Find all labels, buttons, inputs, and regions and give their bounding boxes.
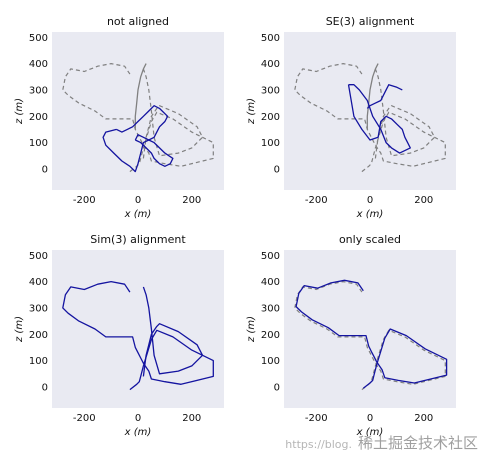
subplot-title: SE(3) alignment [326, 15, 415, 28]
trajectory-line-4 [347, 84, 411, 154]
trajectory-line-5 [134, 134, 174, 167]
x-tick-label: -200 [73, 195, 96, 206]
subplot-1: not aligned -200 0 200 0 100 200 300 400 500 x (m)… [14, 15, 224, 220]
trajectory-line-3 [134, 63, 147, 130]
y-tick-label: 300 [261, 303, 280, 314]
x-tick-label: 200 [182, 413, 201, 424]
x-axis-label: x (m) [124, 427, 152, 438]
y-tick-label: 100 [261, 356, 280, 367]
y-tick-label: 300 [29, 303, 48, 314]
x-tick-label: 200 [182, 195, 201, 206]
y-tick-label: 200 [261, 112, 280, 123]
groundtruth-line-2 [142, 68, 204, 159]
x-tick-label: -200 [305, 195, 328, 206]
x-axis-label: x (m) [356, 427, 384, 438]
y-tick-label: 200 [29, 330, 48, 341]
x-tick-label: 0 [135, 195, 141, 206]
subplot-2: SE(3) alignment -200 0 200 0 100 200 300 400 500 x… [246, 15, 456, 220]
y-tick-label: 500 [29, 33, 48, 44]
trajectory-line-3 [366, 63, 379, 130]
trajectory-line-2 [142, 286, 204, 377]
plot-area [284, 32, 456, 190]
subplot-title: not aligned [107, 15, 169, 28]
y-tick-label: 200 [261, 330, 280, 341]
x-tick-label: -200 [73, 413, 96, 424]
subplot-title: only scaled [339, 233, 401, 246]
x-tick-label: -200 [305, 413, 328, 424]
trajectory-line-4 [102, 105, 169, 173]
x-tick-label: 200 [414, 413, 433, 424]
y-tick-label: 0 [42, 382, 48, 393]
y-tick-label: 0 [274, 382, 280, 393]
y-tick-label: 400 [261, 59, 280, 70]
plot-area [52, 32, 224, 190]
subplot-3: Sim(3) alignment -200 0 200 0 100 200 300 400 500… [14, 233, 224, 438]
y-tick-label: 100 [261, 138, 280, 149]
y-tick-label: 0 [274, 164, 280, 175]
y-tick-label: 400 [261, 277, 280, 288]
y-tick-label: 500 [261, 251, 280, 262]
plot-area [284, 250, 456, 408]
y-tick-label: 400 [29, 277, 48, 288]
y-tick-label: 100 [29, 138, 48, 149]
y-tick-label: 200 [29, 112, 48, 123]
x-axis-label: x (m) [356, 209, 384, 220]
trajectory-line-5 [366, 84, 403, 109]
watermark-brand: 稀土掘金技术社区 [357, 434, 478, 452]
y-tick-label: 300 [29, 85, 48, 96]
subplot-4: only scaled -200 0 200 0 100 200 300 400 500 x (m)… [246, 233, 456, 438]
y-tick-label: 100 [29, 356, 48, 367]
watermark: https://blog. 稀土掘金技术社区 [285, 432, 478, 453]
y-axis-label: z (m) [246, 98, 257, 125]
x-tick-label: 200 [414, 195, 433, 206]
y-axis-label: z (m) [14, 98, 25, 125]
x-tick-label: 0 [135, 413, 141, 424]
plot-area [52, 250, 224, 408]
subplot-title: Sim(3) alignment [90, 233, 186, 246]
x-tick-label: 0 [367, 413, 373, 424]
y-axis-label: z (m) [246, 316, 257, 343]
y-tick-label: 300 [261, 85, 280, 96]
y-axis-label: z (m) [14, 316, 25, 343]
x-axis-label: x (m) [124, 209, 152, 220]
y-tick-label: 0 [42, 164, 48, 175]
trajectory-line-2 [295, 279, 448, 389]
y-tick-label: 400 [29, 59, 48, 70]
y-tick-label: 500 [29, 251, 48, 262]
y-tick-label: 500 [261, 33, 280, 44]
x-tick-label: 0 [367, 195, 373, 206]
watermark-url: https://blog. [285, 438, 352, 451]
